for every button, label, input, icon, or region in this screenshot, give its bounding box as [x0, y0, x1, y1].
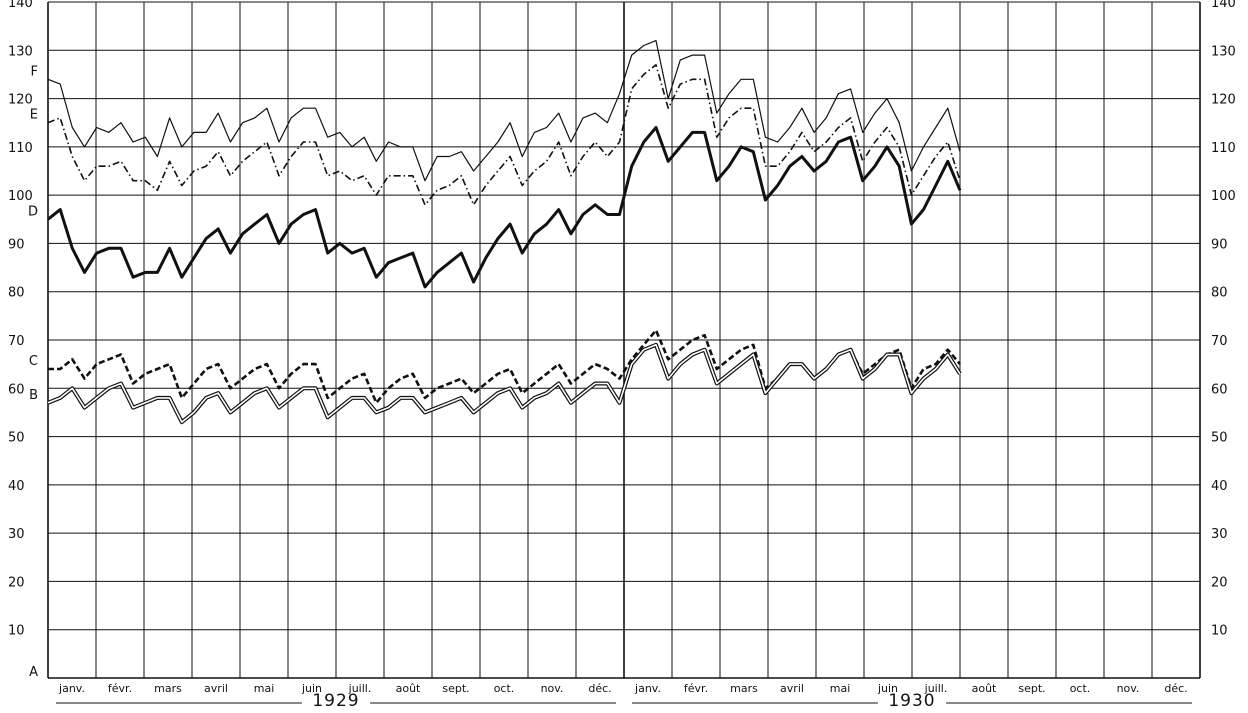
series-b-line-inner [47, 343, 961, 423]
y-tick-label: 30 [8, 527, 25, 542]
y-tick-label: 40 [1211, 479, 1228, 494]
y-tick-label: 60 [1211, 382, 1228, 397]
month-label: juin [877, 682, 898, 695]
series-c-label: C [29, 354, 38, 369]
y-tick-label: 10 [8, 624, 25, 639]
month-label: août [396, 682, 421, 695]
y-tick-label: 90 [8, 237, 25, 252]
month-label: oct. [494, 682, 515, 695]
series-a-label: A [29, 665, 38, 680]
series-d-label: D [28, 204, 38, 219]
month-label: mars [154, 682, 182, 695]
month-label: janv. [634, 682, 661, 695]
y-tick-label: 70 [1211, 334, 1228, 349]
y-tick-label: 40 [8, 479, 25, 494]
month-label: oct. [1070, 682, 1091, 695]
series-b-line-outer [47, 342, 962, 425]
series-d-line [47, 126, 962, 289]
y-axis-left: 140 130 120 110 100 90 80 70 60 50 40 30 20 10 [8, 0, 33, 639]
month-label: mai [254, 682, 275, 695]
series-e-label: E [30, 108, 38, 123]
series-e-line [47, 64, 961, 206]
y-tick-label: 100 [1211, 189, 1236, 204]
month-label: avril [204, 682, 228, 695]
y-tick-label: 20 [1211, 575, 1228, 590]
y-tick-label: 130 [1211, 44, 1236, 59]
y-tick-label: 20 [8, 575, 25, 590]
y-tick-label: 140 [1211, 0, 1236, 11]
y-tick-label: 110 [8, 141, 33, 156]
month-label: août [972, 682, 997, 695]
y-tick-label: 100 [8, 189, 33, 204]
y-tick-label: 50 [8, 431, 25, 446]
month-label: sept. [442, 682, 469, 695]
series-f-line [47, 39, 961, 182]
y-tick-label: 130 [8, 44, 33, 59]
month-label: sept. [1018, 682, 1045, 695]
series-b-label: B [29, 388, 38, 403]
y-tick-label: 80 [8, 286, 25, 301]
year-label: 1929 [312, 691, 359, 709]
y-tick-label: 120 [8, 93, 33, 108]
y-tick-label: 70 [8, 334, 25, 349]
y-tick-label: 80 [1211, 286, 1228, 301]
y-tick-label: 120 [1211, 93, 1236, 108]
month-label: févr. [684, 682, 708, 695]
month-label: déc. [588, 682, 611, 695]
series-f-label: F [31, 64, 38, 79]
y-tick-label: 110 [1211, 141, 1236, 156]
grid [47, 1, 1201, 679]
month-label: mars [730, 682, 758, 695]
month-label: juill. [924, 682, 948, 695]
x-axis-years: 1929 1930 [56, 691, 1192, 711]
month-label: févr. [108, 682, 132, 695]
month-label: nov. [1117, 682, 1140, 695]
y-tick-label: 60 [8, 382, 25, 397]
year-label: 1930 [888, 691, 935, 709]
y-tick-label: 140 [8, 0, 33, 11]
month-label: janv. [58, 682, 85, 695]
y-tick-label: 90 [1211, 237, 1228, 252]
month-label: déc. [1164, 682, 1187, 695]
series-labels: F E D C B A [28, 64, 38, 680]
month-label: mai [830, 682, 851, 695]
month-label: juill. [348, 682, 372, 695]
month-label: nov. [541, 682, 564, 695]
month-label: avril [780, 682, 804, 695]
y-tick-label: 30 [1211, 527, 1228, 542]
y-tick-label: 50 [1211, 431, 1228, 446]
x-axis-months: janv. févr. mars avril mai juin juill. août sept… [58, 682, 1188, 695]
y-tick-label: 10 [1211, 624, 1228, 639]
series-lines [47, 39, 962, 425]
y-axis-right: 140 130 120 110 100 90 80 70 60 50 40 30 20 10 [1211, 0, 1236, 639]
month-label: juin [301, 682, 322, 695]
